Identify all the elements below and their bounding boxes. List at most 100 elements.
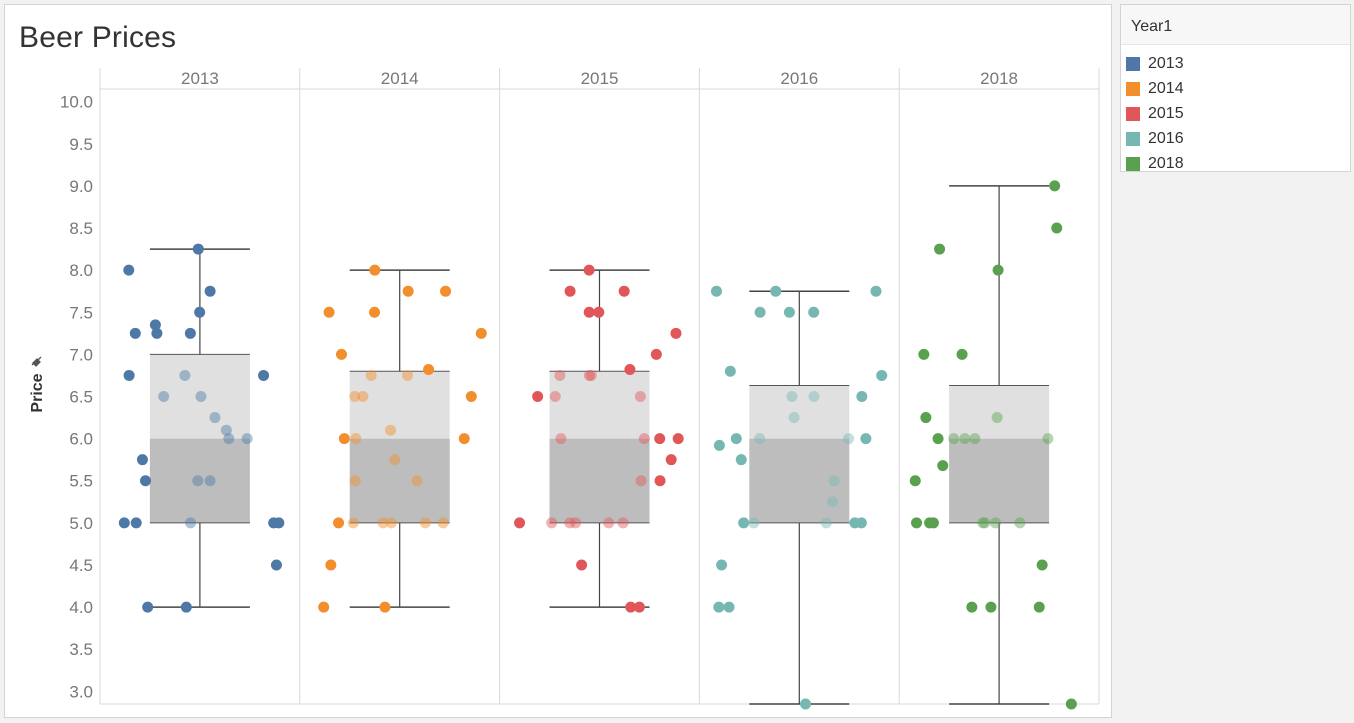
data-point [389, 454, 401, 466]
data-point [992, 264, 1004, 276]
data-point [192, 243, 204, 255]
data-point [1065, 698, 1077, 710]
data-point [713, 601, 725, 613]
pane-2015: 2015 [514, 69, 684, 613]
data-point [220, 424, 232, 436]
data-point [918, 348, 930, 360]
pane-2016: 2016 [710, 69, 888, 710]
legend-label: 2014 [1148, 80, 1184, 97]
legend-swatch [1126, 157, 1140, 171]
data-point [956, 348, 968, 360]
data-point [583, 306, 595, 318]
data-point [654, 475, 666, 487]
pane-2013: 2013 [118, 69, 285, 613]
data-point [800, 698, 812, 710]
data-point [828, 475, 840, 487]
data-point [273, 517, 285, 529]
data-point [184, 327, 196, 339]
data-point [788, 412, 800, 424]
legend-swatch [1126, 107, 1140, 121]
y-tick-label: 5.0 [69, 514, 93, 533]
legend-item-2016[interactable]: 2016 [1126, 128, 1184, 150]
y-tick-label: 3.0 [69, 682, 93, 701]
data-point [1049, 180, 1061, 192]
legend-label: 2013 [1148, 55, 1184, 72]
data-point [158, 391, 170, 402]
data-point [118, 517, 130, 529]
data-point [985, 601, 997, 613]
y-tick-label: 7.0 [69, 345, 93, 364]
data-point [318, 601, 330, 613]
data-point [179, 369, 191, 381]
data-point [369, 264, 381, 276]
box-lower [549, 438, 650, 523]
data-point [754, 433, 766, 445]
data-point [323, 306, 335, 318]
data-point [748, 517, 760, 529]
x-category-label: 2015 [581, 69, 619, 88]
data-point [827, 496, 839, 508]
box-upper [549, 371, 650, 439]
data-point [672, 433, 684, 445]
legend-item-2018[interactable]: 2018 [1126, 153, 1184, 175]
x-category-label: 2016 [780, 69, 818, 88]
data-point [860, 433, 872, 445]
data-point [365, 369, 377, 381]
data-point [934, 243, 946, 255]
data-point [979, 517, 991, 529]
data-point [140, 475, 152, 487]
data-point [194, 306, 206, 318]
data-point [911, 517, 923, 529]
data-point [603, 517, 615, 529]
box-lower [149, 438, 250, 523]
data-point [564, 285, 576, 297]
x-category-label: 2013 [181, 69, 219, 88]
legend-item-2015[interactable]: 2015 [1126, 103, 1184, 125]
data-point [849, 517, 861, 529]
data-point [349, 475, 361, 487]
y-tick-label: 4.5 [69, 556, 93, 575]
data-point [735, 454, 747, 466]
legend-item-2013[interactable]: 2013 [1126, 53, 1184, 75]
data-point [625, 601, 637, 613]
box-lower [349, 438, 450, 523]
data-point [423, 364, 435, 376]
legend-item-2014[interactable]: 2014 [1126, 78, 1184, 100]
y-tick-label: 9.0 [69, 177, 93, 196]
data-point [909, 475, 921, 487]
data-point [1051, 222, 1063, 234]
data-point [870, 285, 882, 297]
data-point [638, 433, 650, 445]
data-point [270, 559, 282, 571]
y-axis-label: Price [29, 373, 46, 412]
data-point [724, 365, 736, 377]
data-point [129, 327, 141, 339]
data-point [223, 433, 235, 445]
data-point [204, 475, 216, 487]
data-point [786, 391, 798, 402]
data-point [710, 285, 722, 297]
data-point [402, 369, 414, 381]
data-point [475, 327, 487, 339]
legend-title: Year1 [1121, 5, 1350, 45]
data-point [754, 306, 766, 318]
data-point [402, 285, 414, 297]
data-point [634, 391, 646, 402]
data-point [514, 517, 526, 529]
data-point [920, 412, 932, 424]
data-point [633, 601, 645, 613]
data-point [192, 475, 204, 487]
data-point [730, 433, 742, 445]
data-point [966, 601, 978, 613]
data-point [180, 601, 192, 613]
data-point [195, 391, 207, 402]
data-point [969, 433, 981, 445]
data-point [377, 517, 389, 529]
data-point [1033, 601, 1045, 613]
data-point [338, 433, 350, 445]
y-tick-label: 3.5 [69, 640, 93, 659]
data-point [585, 369, 597, 381]
data-point [932, 433, 944, 445]
data-point [1014, 517, 1026, 529]
